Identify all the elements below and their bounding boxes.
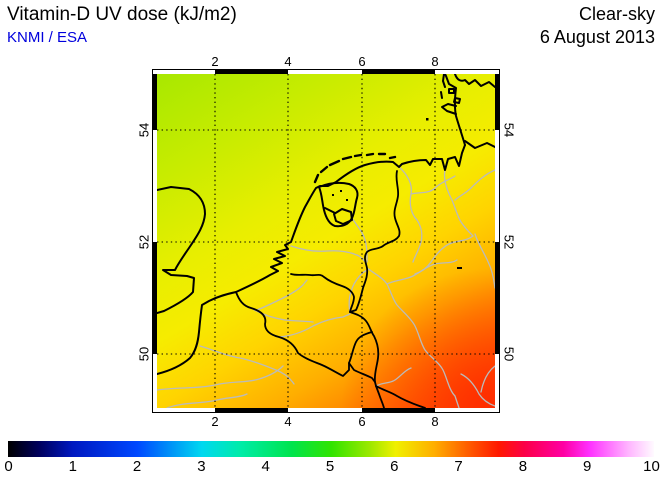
colorbar-tick-4: 4: [261, 458, 270, 475]
graticule-lines: [157, 74, 495, 408]
colorbar-tick-3: 3: [197, 458, 206, 475]
map-frame-zebra-right: [495, 74, 499, 408]
colorbar-tick-5: 5: [325, 458, 335, 475]
uv-dose-field: [157, 74, 495, 408]
colorbar-tick-8: 8: [518, 458, 528, 475]
date-label: 6 August 2013: [539, 27, 655, 47]
lon-tick-bottom-2: 2: [211, 414, 219, 429]
map-frame-zebra-bottom: [153, 408, 499, 412]
colorbar-tick-2: 2: [132, 458, 142, 475]
lon-tick-top-2: 2: [211, 54, 219, 69]
lat-tick-right-54: 54: [501, 122, 517, 138]
sky-condition-label: Clear-sky: [578, 4, 655, 24]
colorbar-tick-0: 0: [4, 458, 13, 475]
lon-tick-top-8: 8: [431, 54, 439, 69]
river-lines: [157, 166, 495, 408]
lat-tick-left-52: 52: [136, 234, 152, 250]
page-title: Vitamin-D UV dose (kJ/m2): [7, 4, 237, 25]
lat-tick-right-52: 52: [501, 234, 517, 250]
colorbar-tick-9: 9: [583, 458, 592, 475]
colorbar: [8, 441, 654, 457]
lon-tick-bottom-8: 8: [431, 414, 439, 429]
colorbar-tick-6: 6: [390, 458, 399, 475]
lat-tick-right-50: 50: [501, 346, 517, 362]
map-frame-zebra-top: [153, 70, 499, 74]
coastline-borders: [157, 74, 495, 408]
lat-tick-left-54: 54: [136, 122, 152, 138]
lon-tick-bottom-4: 4: [284, 414, 292, 429]
colorbar-tick-10: 10: [643, 458, 660, 475]
map-frame: [152, 69, 500, 413]
credit-text: KNMI / ESA: [7, 29, 88, 46]
map-geography: [157, 74, 495, 408]
colorbar-tick-7: 7: [454, 458, 463, 475]
lat-tick-left-50: 50: [136, 346, 152, 362]
map-frame-zebra-left: [153, 74, 157, 408]
islet-marks: [332, 118, 462, 269]
colorbar-tick-1: 1: [68, 458, 77, 475]
lon-tick-top-6: 6: [358, 54, 366, 69]
lon-tick-bottom-6: 6: [358, 414, 366, 429]
lon-tick-top-4: 4: [284, 54, 292, 69]
